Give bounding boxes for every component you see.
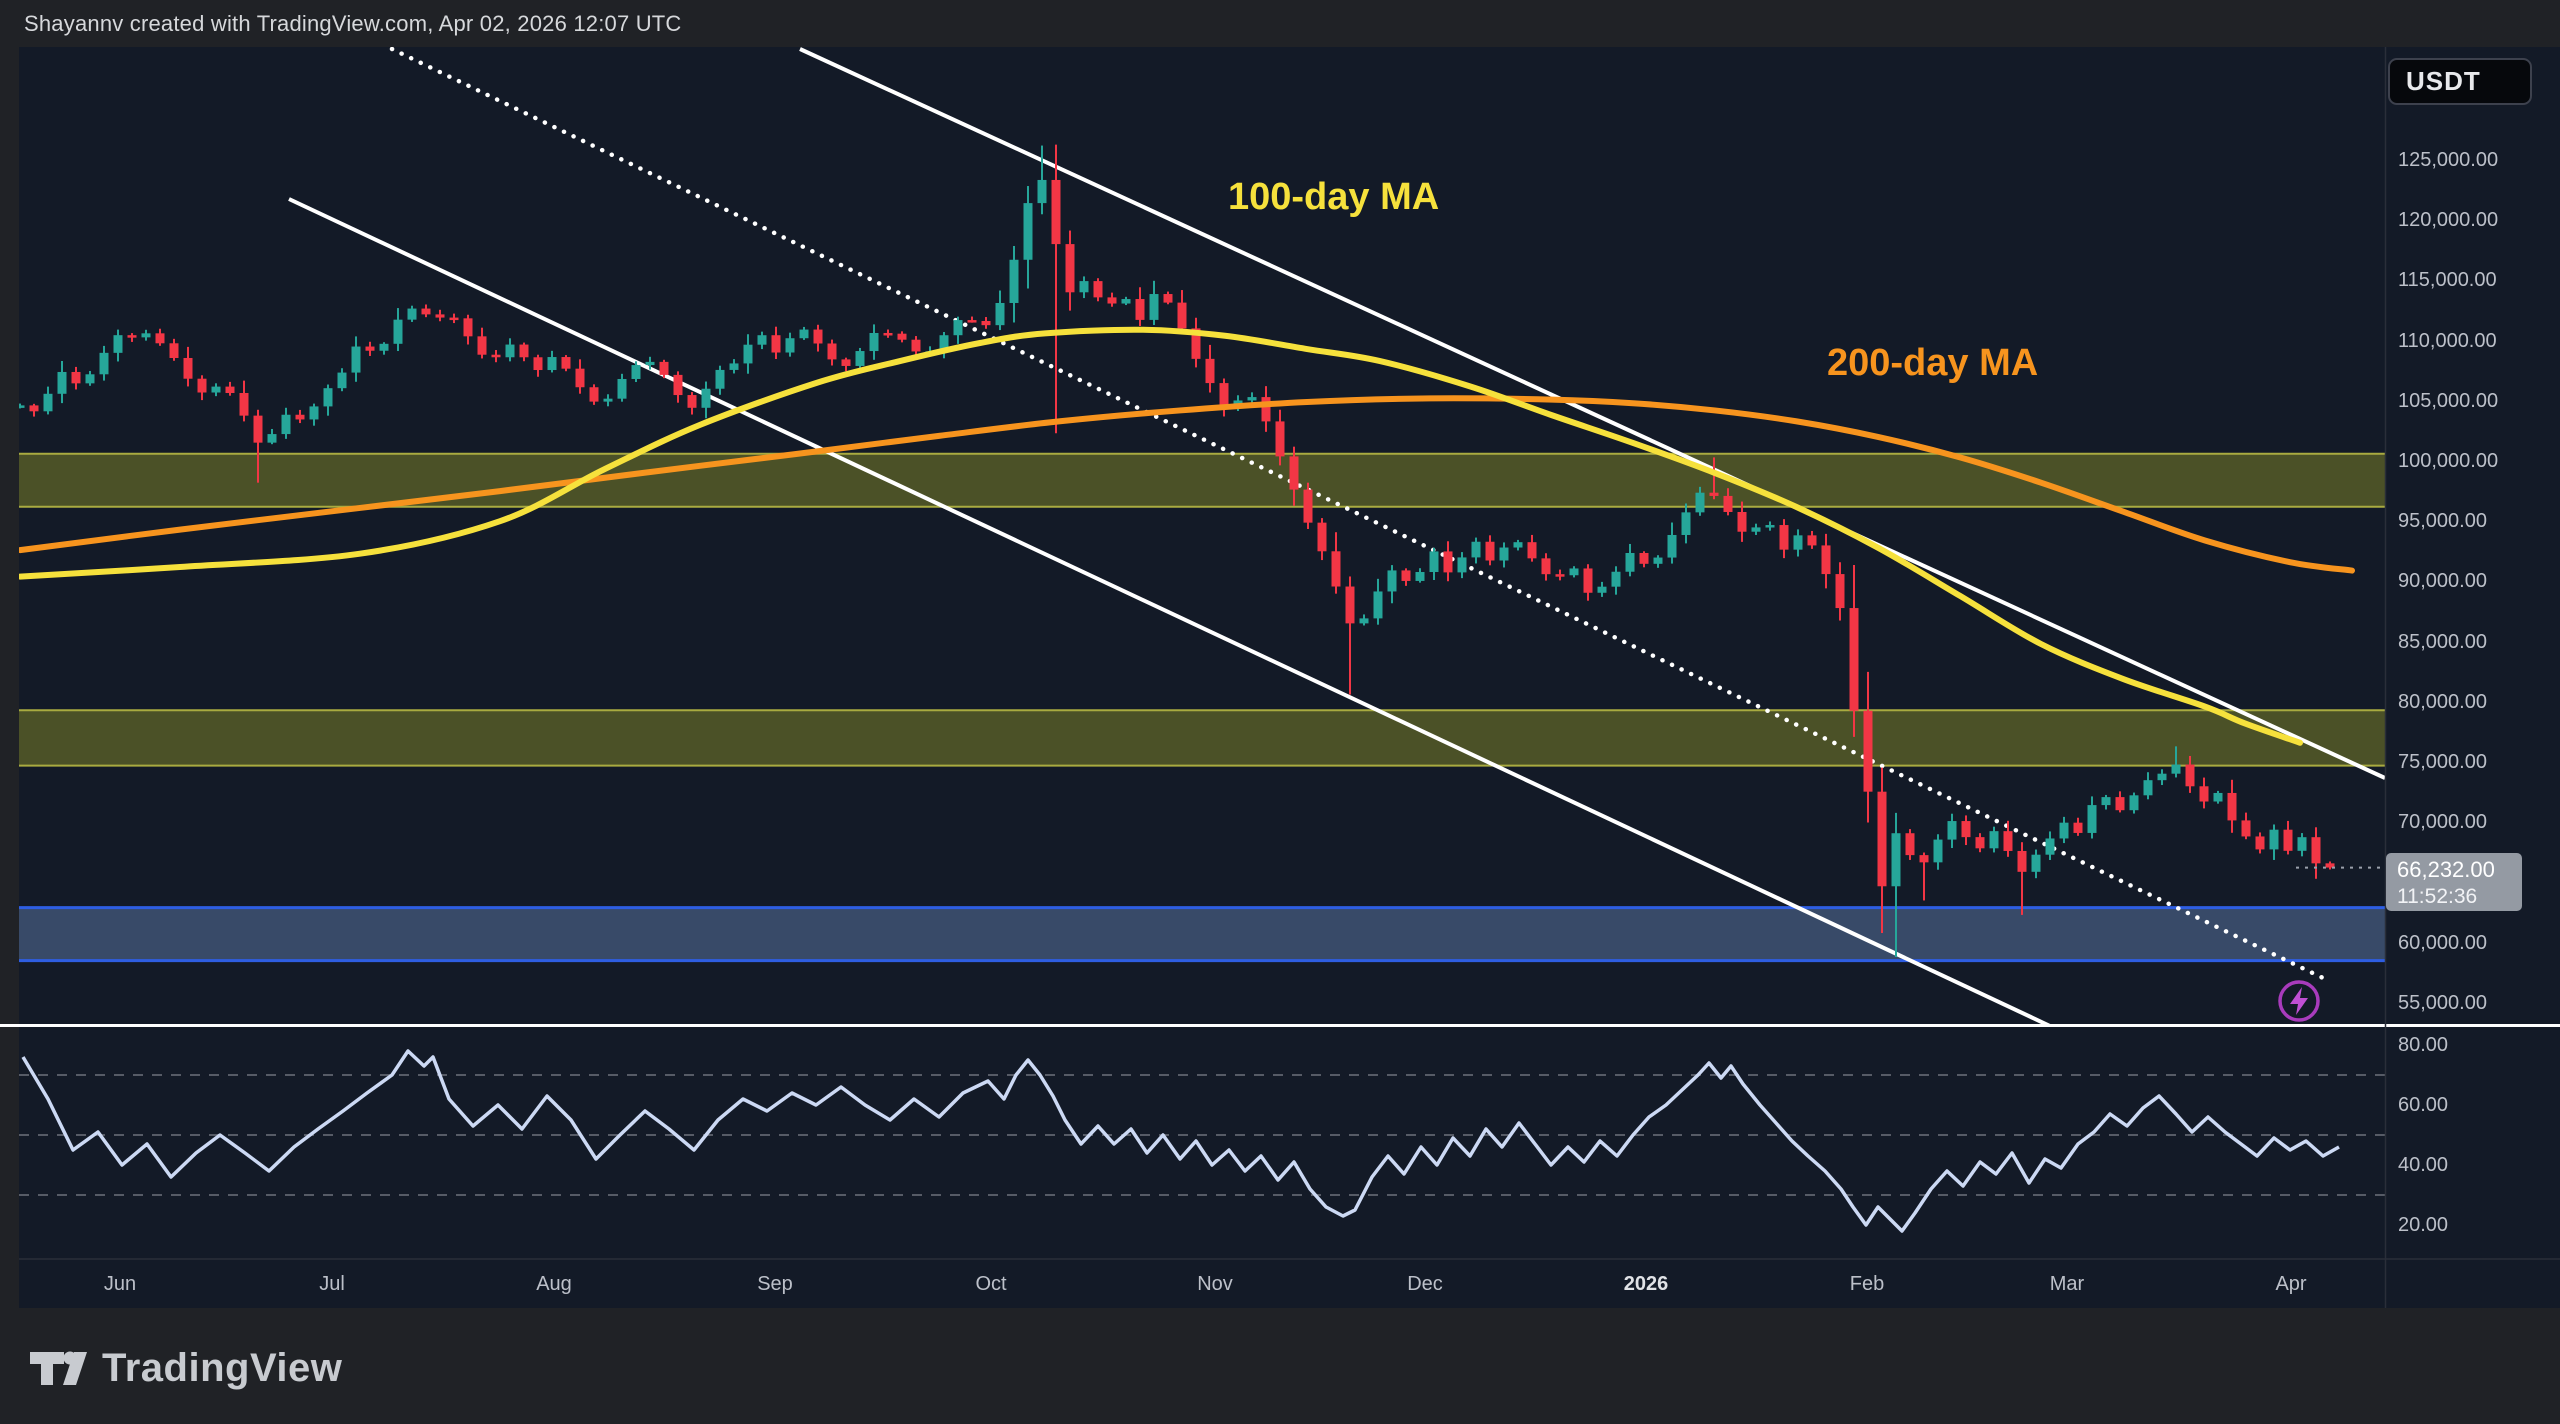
rsi-axis-label: 80.00 [2398,1034,2449,1056]
rsi-axis-label: 20.00 [2398,1214,2449,1236]
ma200-annotation: 200-day MA [1827,342,2039,384]
rsi-line [21,1049,2340,1233]
support-zone-blue [19,907,2385,961]
price-axis-label: 60,000.00 [2398,931,2487,954]
price-axis-label: 105,000.00 [2398,389,2499,412]
tradingview-wordmark: TradingView [102,1346,343,1390]
time-axis-label: Feb [1849,1273,1885,1295]
time-axis-label: Mar [2049,1273,2085,1295]
price-axis-label: 70,000.00 [2398,811,2487,834]
price-axis-label: 85,000.00 [2398,630,2487,653]
attribution-text: Shayannv created with TradingView.com, A… [24,10,682,36]
price-zones [19,452,2385,963]
last-price-badge: 66,232.00 11:52:36 [2386,853,2522,911]
time-axis-label: Jul [319,1273,345,1295]
price-axis-label: 90,000.00 [2398,570,2487,593]
candlestick-series [19,144,2335,958]
time-axis-label: Apr [2275,1273,2307,1295]
price-axis-label: 95,000.00 [2398,510,2487,533]
time-axis-label: Jun [103,1273,137,1295]
price-axis-label: 115,000.00 [2398,269,2497,292]
price-axis-label: 55,000.00 [2398,991,2487,1014]
time-axis-label: 2026 [1623,1273,1669,1295]
time-axis-label: Sep [757,1273,793,1295]
flash-icon[interactable] [2275,977,2323,1025]
time-axis-label: Dec [1407,1273,1443,1295]
header-bar: Shayannv created with TradingView.com, A… [0,0,2560,47]
ma200-line [19,395,2355,574]
channel-lower-trendline [288,197,2051,1025]
ma100-line [19,326,2303,746]
tradingview-logo: TradingView [30,1346,342,1391]
channel-upper-trendline [799,47,2385,780]
price-axis-label: 100,000.00 [2398,450,2499,472]
ma100-annotation: 100-day MA [1228,176,1440,218]
time-axis-label: Nov [1197,1273,1233,1295]
price-axis-label: 110,000.00 [2398,329,2497,352]
resistance-zone-lower [19,710,2385,766]
price-axis-label: 75,000.00 [2398,751,2487,773]
resistance-zone-upper [19,453,2385,507]
price-axis-label: 120,000.00 [2398,209,2499,232]
rsi-pane [19,1049,2385,1233]
last-price-value: 66,232.00 [2397,857,2495,882]
moving-averages [19,326,2355,746]
trend-channel [288,47,2385,1025]
time-axis-label: Oct [975,1273,1007,1295]
symbol-currency-label: USDT [2406,66,2481,96]
time-axis-label: Aug [536,1273,572,1295]
rsi-axis-label: 60.00 [2398,1094,2449,1116]
price-axis-label: 80,000.00 [2398,690,2487,713]
rsi-axis-label: 40.00 [2398,1154,2449,1176]
countdown-timer: 11:52:36 [2397,885,2478,908]
tradingview-mark-icon [30,1351,87,1385]
price-axis-label: 125,000.00 [2398,149,2499,171]
symbol-currency-badge: USDT [2388,58,2532,105]
chart-background [19,47,2560,1308]
channel-midline [389,47,2326,981]
